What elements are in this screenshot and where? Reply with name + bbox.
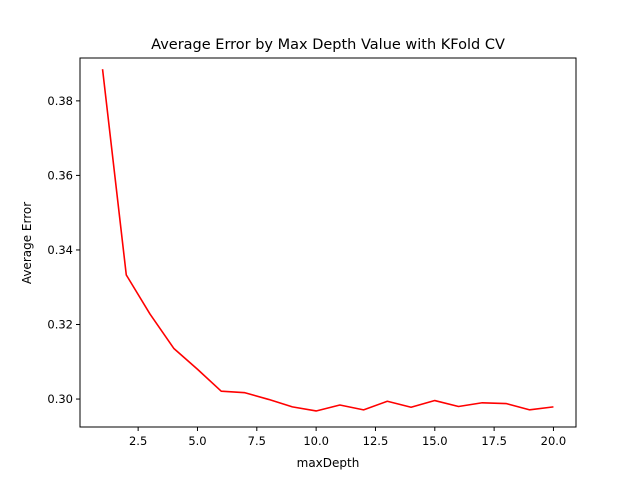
x-tick-label: 5.0 bbox=[188, 434, 206, 448]
y-tick-label: 0.34 bbox=[47, 243, 73, 257]
x-tick-label: 20.0 bbox=[541, 434, 567, 448]
x-tick-label: 15.0 bbox=[422, 434, 448, 448]
x-axis-label: maxDepth bbox=[297, 456, 360, 470]
x-tick-label: 10.0 bbox=[303, 434, 329, 448]
y-axis-label: Average Error bbox=[20, 202, 34, 284]
y-tick-label: 0.38 bbox=[47, 94, 73, 108]
x-tick-label: 7.5 bbox=[248, 434, 266, 448]
x-tick-label: 2.5 bbox=[129, 434, 147, 448]
x-tick-label: 12.5 bbox=[363, 434, 389, 448]
x-tick-label: 17.5 bbox=[481, 434, 507, 448]
chart-title: Average Error by Max Depth Value with KF… bbox=[151, 37, 505, 53]
y-tick-label: 0.36 bbox=[47, 168, 73, 182]
y-tick-label: 0.30 bbox=[47, 392, 73, 406]
y-tick-label: 0.32 bbox=[47, 318, 73, 332]
